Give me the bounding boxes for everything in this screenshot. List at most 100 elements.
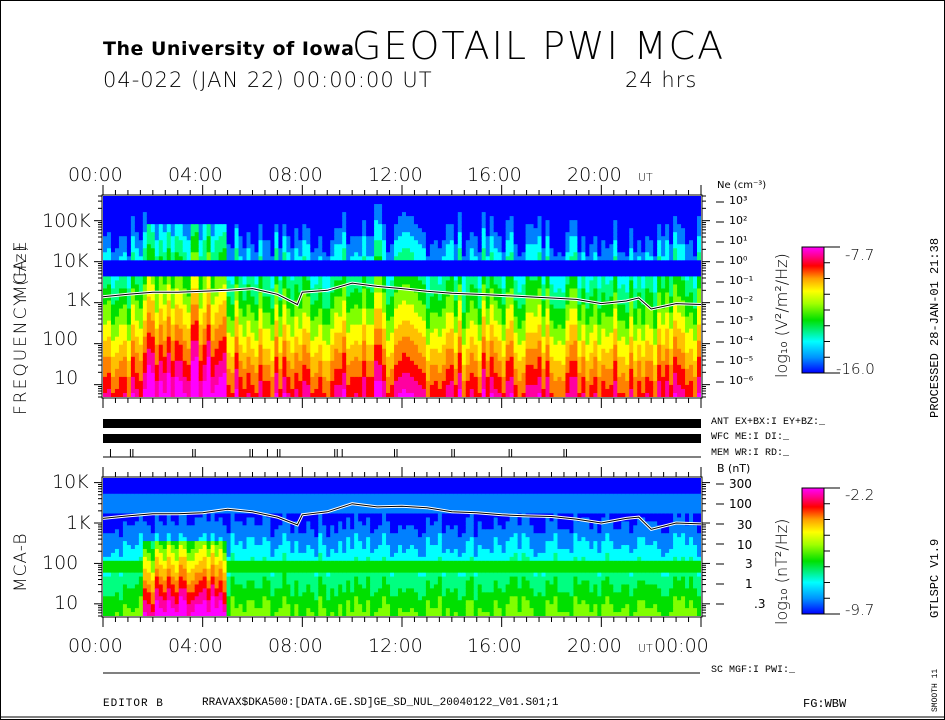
spectrogram-cell: [154, 304, 160, 310]
spectrogram-cell: [362, 240, 367, 245]
spectrogram-cell: [114, 284, 120, 290]
spectrogram-cell: [190, 328, 196, 334]
spectrogram-cell: [178, 204, 184, 209]
spectrogram-cell: [230, 268, 236, 273]
spectrogram-cell: [441, 252, 447, 257]
spectrogram-cell: [154, 244, 160, 249]
spectrogram-cell: [194, 360, 200, 366]
spectrogram-cell: [334, 200, 339, 205]
spectrogram-cell: [230, 344, 236, 350]
spectrogram-cell: [174, 232, 180, 237]
spectrogram-cell: [150, 300, 156, 306]
spectrogram-cell: [493, 376, 499, 382]
spectrogram-cell: [103, 364, 108, 370]
spectrogram-cell: [258, 372, 264, 378]
spectrogram-cell: [150, 256, 156, 261]
spectrogram-cell: [174, 328, 180, 334]
spectrogram-cell: [382, 360, 387, 366]
spectrogram-cell: [282, 268, 287, 273]
spectrogram-cell: [481, 324, 487, 330]
spectrogram-cell: [106, 344, 112, 350]
spectrogram-cell: [477, 260, 483, 265]
spectrogram-cell: [449, 372, 455, 378]
spectrogram-cell: [190, 368, 196, 374]
spectrogram-cell: [322, 272, 327, 277]
spectrogram-cell: [194, 356, 200, 362]
spectrogram-cell: [473, 204, 479, 209]
spectrogram-cell: [310, 228, 315, 233]
spectrogram-cell: [302, 388, 307, 394]
spectrogram-cell: [318, 236, 323, 241]
spectrogram-cell: [314, 208, 319, 213]
spectrogram-cell: [206, 228, 212, 233]
spectrogram-cell: [190, 352, 196, 358]
spectrogram-cell: [162, 200, 168, 205]
spectrogram-cell: [477, 352, 483, 358]
spectrogram-cell: [222, 268, 228, 273]
spectrogram-cell: [254, 320, 260, 326]
spectrogram-cell: [250, 364, 256, 370]
spectrogram-cell: [226, 268, 232, 273]
spectrogram-cell: [421, 268, 427, 273]
spectrogram-cell: [413, 380, 419, 386]
spectrogram-cell: [226, 344, 232, 350]
spectrogram-cell: [346, 360, 351, 366]
spectrogram-cell: [421, 244, 427, 249]
spectrogram-cell: [461, 364, 467, 370]
spectrogram-cell: [382, 268, 387, 273]
spectrogram-cell: [413, 324, 419, 330]
spectrogram-cell: [354, 256, 359, 261]
spectrogram-cell: [290, 256, 295, 261]
spectrogram-cell: [493, 236, 499, 241]
spectrogram-cell: [103, 392, 108, 397]
spectrogram-cell: [198, 204, 204, 209]
spectrogram-cell: [302, 216, 307, 221]
spectrogram-cell: [126, 340, 132, 346]
spectrogram-cell: [210, 392, 216, 397]
spectrogram-cell: [122, 232, 128, 237]
spectrogram-cell: [298, 300, 303, 306]
spectrogram-cell: [250, 208, 256, 213]
spectrogram-cell: [445, 244, 451, 249]
spectrogram-cell: [106, 376, 112, 382]
spectrogram-cell: [146, 352, 152, 358]
spectrogram-cell: [130, 360, 136, 366]
spectrogram-cell: [274, 336, 280, 342]
spectrogram-cell: [378, 252, 383, 257]
spectrogram-cell: [334, 352, 339, 358]
spectrogram-cell: [350, 244, 355, 249]
spectrogram-cell: [378, 224, 383, 229]
spectrogram-cell: [338, 276, 343, 282]
spectrogram-cell: [170, 200, 176, 205]
spectrogram-cell: [382, 348, 387, 354]
spectrogram-cell: [378, 300, 383, 306]
spectrogram-cell: [413, 268, 419, 273]
spectrogram-cell: [250, 232, 256, 237]
spectrogram-cell: [246, 384, 252, 390]
spectrogram-cell: [214, 236, 220, 241]
spectrogram-cell: [421, 256, 427, 261]
spectrogram-cell: [158, 264, 164, 269]
spectrogram-cell: [362, 228, 367, 233]
spectrogram-cell: [338, 308, 343, 314]
spectrogram-cell: [103, 276, 108, 282]
spectrogram-cell: [126, 388, 132, 394]
spectrogram-cell: [270, 364, 276, 370]
spectrogram-cell: [310, 256, 315, 261]
spectrogram-cell: [489, 312, 495, 318]
spectrogram-cell: [222, 236, 228, 241]
spectrogram-cell: [174, 212, 180, 217]
spectrogram-cell: [330, 364, 335, 370]
spectrogram-cell: [370, 260, 375, 265]
spectrogram-cell: [186, 240, 192, 245]
spectrogram-cell: [350, 256, 355, 261]
spectrogram-cell: [194, 212, 200, 217]
spectrogram-cell: [254, 368, 260, 374]
spectrogram-cell: [103, 260, 108, 265]
spectrogram-cell: [154, 224, 160, 229]
spectrogram-cell: [282, 324, 287, 330]
spectrogram-cell: [162, 272, 168, 277]
spectrogram-cell: [166, 240, 172, 245]
spectrogram-cell: [270, 320, 276, 326]
spectrogram-cell: [302, 360, 307, 366]
